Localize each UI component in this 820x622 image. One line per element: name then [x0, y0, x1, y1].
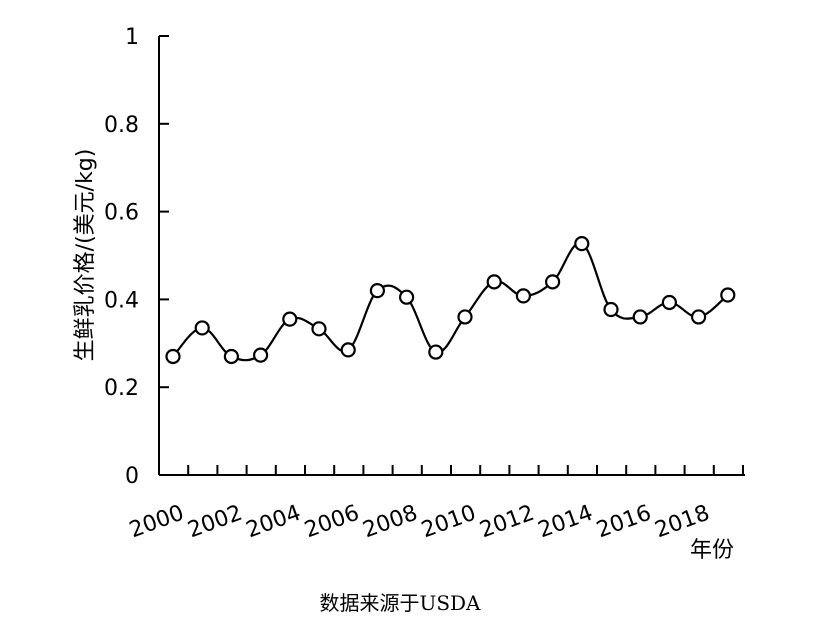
- y-tick-label: 0.2: [104, 376, 139, 401]
- data-point-2011: [486, 274, 502, 290]
- data-point-2008: [399, 289, 415, 305]
- data-point-2014: [574, 236, 590, 252]
- x-tick-label: 2002: [185, 501, 246, 544]
- data-point-2016: [632, 309, 648, 325]
- series-group: [165, 236, 736, 365]
- x-tick-label: 2000: [126, 501, 187, 544]
- axes: [158, 36, 745, 476]
- source-note: 数据来源于USDA: [319, 591, 481, 615]
- y-axis-ticks: 0 0.2 0.4 0.6 0.8 1: [104, 25, 169, 489]
- x-tick-label: 2006: [301, 501, 362, 544]
- data-point-2004: [282, 311, 298, 327]
- data-point-2002: [223, 348, 239, 365]
- data-point-2001: [194, 320, 210, 336]
- series-line: [172, 242, 729, 362]
- data-point-2015: [603, 301, 619, 318]
- data-point-2010: [457, 309, 473, 325]
- y-tick-label: 0: [125, 464, 139, 489]
- y-tick-label: 0.4: [104, 288, 139, 313]
- data-point-2007: [369, 283, 385, 299]
- data-point-2019: [720, 287, 736, 303]
- x-tick-label: 2004: [243, 501, 304, 544]
- data-point-2012: [515, 288, 532, 304]
- data-point-2018: [690, 309, 707, 325]
- x-axis-unit-label: 年份: [690, 538, 734, 563]
- x-tick-label: 2010: [418, 501, 479, 544]
- data-point-2017: [661, 294, 678, 311]
- x-tick-label: 2012: [477, 501, 538, 544]
- y-tick-label: 1: [125, 25, 139, 50]
- data-point-2013: [544, 274, 561, 290]
- x-tick-label: 2018: [652, 501, 713, 544]
- y-tick-label: 0.6: [104, 201, 139, 226]
- y-axis-label: 生鲜乳价格/(美元/kg): [73, 149, 98, 362]
- data-point-2000: [165, 348, 181, 365]
- x-tick-label: 2008: [360, 501, 421, 544]
- data-point-2003: [253, 347, 269, 363]
- x-tick-label: 2016: [593, 501, 654, 544]
- x-tick-label: 2014: [535, 501, 596, 544]
- data-point-2006: [340, 342, 356, 358]
- y-tick-label: 0.8: [104, 113, 139, 138]
- data-point-2009: [428, 344, 444, 360]
- data-point-2005: [311, 321, 327, 337]
